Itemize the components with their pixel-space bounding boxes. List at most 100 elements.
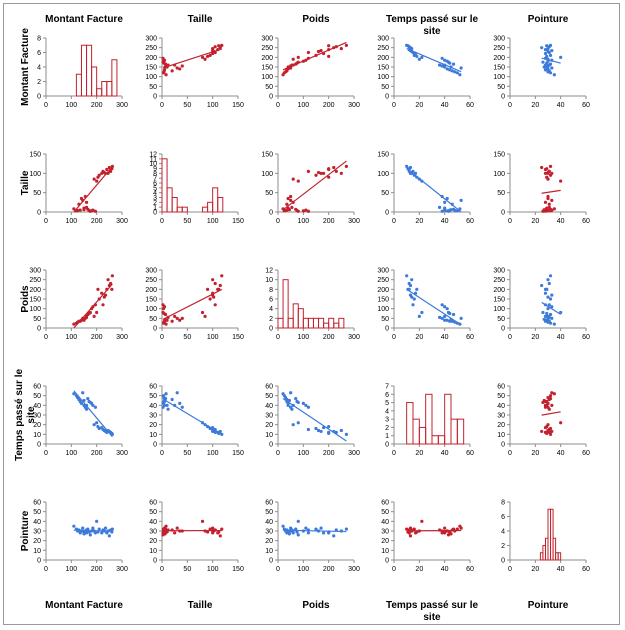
y-tick-label: 6 — [269, 297, 273, 304]
y-tick-label: 20 — [381, 538, 389, 545]
y-tick-label: 50 — [381, 84, 389, 91]
scatter-point — [92, 177, 96, 181]
y-tick-label: 1 — [153, 205, 157, 212]
x-tick-label: 60 — [582, 566, 590, 573]
column-title-temps-passe-sur-le-site: Temps passé sur le — [386, 14, 479, 25]
x-tick-label: 300 — [348, 334, 360, 341]
scatter-point — [339, 171, 343, 175]
scatter-point — [306, 50, 310, 55]
x-tick-label: 0 — [508, 218, 512, 225]
y-tick-label: 30 — [265, 413, 273, 420]
scatter-point — [213, 528, 217, 532]
scatter-point — [548, 43, 553, 47]
scatter-point — [316, 49, 321, 54]
x-tick-label: 40 — [557, 566, 565, 573]
scatter-point — [443, 305, 447, 309]
scatter-point — [550, 171, 554, 175]
scatter-point — [550, 58, 554, 62]
x-tick-label: 100 — [297, 450, 309, 457]
scatter-point — [540, 429, 544, 434]
scatter-point — [291, 423, 295, 427]
histogram-bar — [550, 508, 554, 561]
panel-montant-facture-vs-poids: 0 50 100 150 200 250 300 0 100 200 300 — [261, 36, 360, 110]
y-tick-label: 150 — [29, 152, 41, 159]
y-tick-label: 0 — [269, 94, 273, 101]
scatter-point — [281, 524, 285, 528]
scatter-point — [458, 322, 462, 326]
scatter-point — [91, 526, 95, 530]
x-tick-label: 100 — [207, 450, 219, 457]
panel-pointure-vs-poids: 0 10 20 30 40 50 60 0 100 200 300 — [265, 500, 360, 574]
column-title-temps-passe-sur-le-site-line2: site — [423, 26, 441, 37]
bottom-axis-title-temps-passe-sur-le-site: Temps passé sur le — [386, 600, 479, 611]
scatter-point — [420, 519, 424, 523]
scatter-point — [90, 529, 94, 533]
scatter-point — [548, 432, 553, 436]
scatter-point — [546, 307, 550, 311]
scatter-point — [415, 175, 419, 179]
y-tick-label: 50 — [33, 393, 41, 400]
scatter-point — [107, 165, 111, 170]
y-tick-label: 50 — [149, 84, 157, 91]
scatter-point — [543, 48, 548, 52]
scatter-point — [173, 63, 177, 67]
scatter-point — [440, 303, 444, 307]
y-tick-label: 40 — [149, 519, 157, 526]
scatter-point — [72, 322, 76, 326]
y-tick-label: 40 — [381, 519, 389, 526]
panel-pointure-vs-pointure: 0 2 4 6 8 0 20 40 60 — [501, 500, 590, 574]
panel-pointure-vs-montant-facture: 0 10 20 30 40 50 60 0 100 200 300 — [33, 500, 128, 574]
y-tick-label: 50 — [381, 509, 389, 516]
scatter-point — [86, 396, 90, 401]
x-tick-label: 200 — [91, 566, 103, 573]
x-tick-label: 100 — [65, 102, 77, 109]
trend-line — [541, 189, 561, 194]
scatter-point — [550, 316, 554, 320]
y-tick-label: 250 — [493, 45, 505, 52]
scatter-point — [289, 198, 293, 202]
x-tick-label: 300 — [116, 334, 128, 341]
histogram-bar — [557, 552, 562, 561]
panel-temps-passe-sur-le-site-vs-pointure: 0 10 20 30 40 50 60 0 20 40 60 — [497, 384, 590, 458]
scatter-point — [180, 529, 184, 533]
y-tick-label: 7 — [153, 176, 157, 183]
x-tick-label: 300 — [348, 566, 360, 573]
histogram-bar — [217, 197, 224, 213]
scatter-point — [178, 318, 182, 322]
y-tick-label: 6 — [37, 50, 41, 57]
scatter-point — [545, 431, 549, 435]
scatter-point — [443, 318, 447, 322]
scatter-point — [93, 405, 97, 409]
y-tick-label: 3 — [385, 417, 389, 424]
histogram-bar — [297, 308, 304, 329]
scatter-point — [406, 287, 410, 291]
x-tick-label: 100 — [207, 566, 219, 573]
scatter-point — [548, 312, 553, 317]
x-tick-label: 0 — [392, 450, 396, 457]
scatter-point — [547, 169, 551, 173]
scatter-point — [110, 164, 114, 168]
scatter-point — [410, 529, 414, 533]
x-tick-label: 20 — [531, 218, 539, 225]
column-title-montant-facture: Montant Facture — [45, 14, 123, 25]
histogram-bar — [437, 435, 446, 445]
scatter-point — [550, 66, 554, 70]
scatter-point — [77, 528, 81, 532]
y-tick-label: 0 — [269, 558, 273, 565]
scatter-point — [543, 314, 548, 318]
y-tick-label: 0 — [501, 210, 505, 217]
scatter-point — [548, 297, 553, 301]
scatter-point — [445, 318, 449, 322]
scatter-point — [296, 519, 300, 523]
y-tick-label: 2 — [501, 543, 505, 550]
scatter-point — [175, 66, 179, 70]
trend-line — [73, 390, 113, 438]
scatter-point — [165, 318, 169, 322]
scatter-point — [548, 396, 553, 401]
scatter-point — [540, 46, 544, 50]
scatter-point — [448, 530, 452, 534]
y-tick-label: 0 — [37, 94, 41, 101]
x-tick-label: 100 — [207, 334, 219, 341]
scatter-point — [546, 401, 550, 405]
x-tick-label: 20 — [531, 566, 539, 573]
